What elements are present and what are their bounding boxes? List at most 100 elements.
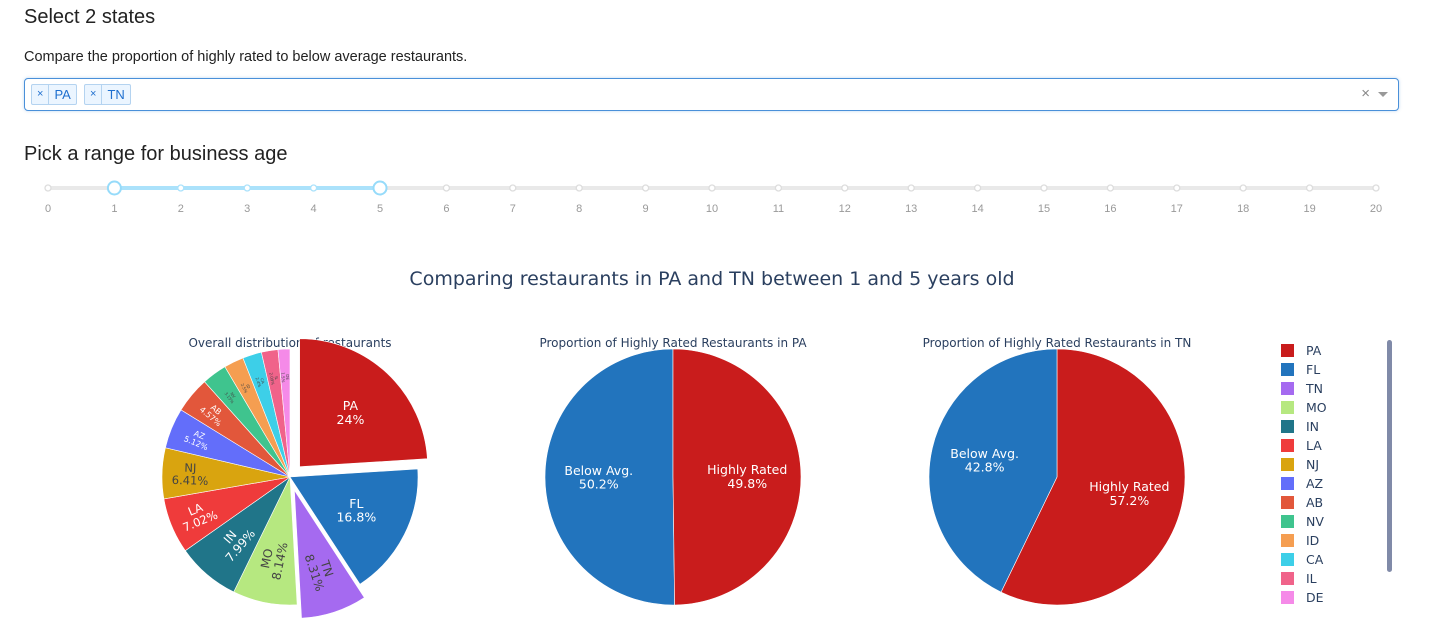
legend-swatch xyxy=(1281,591,1294,604)
pie-slice-label: Below Avg. 42.8% xyxy=(950,446,1019,475)
slider-tick-dot xyxy=(1372,184,1380,192)
legend-item-fl[interactable]: FL xyxy=(1281,362,1320,377)
legend-swatch xyxy=(1281,439,1294,452)
pie-slice-label: ID2.5% xyxy=(240,381,253,394)
remove-tn-icon[interactable]: × xyxy=(85,85,103,104)
legend-item-ca[interactable]: CA xyxy=(1281,552,1324,567)
legend-item-in[interactable]: IN xyxy=(1281,419,1319,434)
legend-item-id[interactable]: ID xyxy=(1281,533,1319,548)
legend-swatch xyxy=(1281,344,1294,357)
legend-swatch xyxy=(1281,553,1294,566)
legend-label: NV xyxy=(1306,514,1324,529)
pie-tn: Proportion of Highly Rated Restaurants i… xyxy=(923,336,1191,606)
legend-swatch xyxy=(1281,534,1294,547)
pie-slice-label: Highly Rated 49.8% xyxy=(707,462,787,491)
slider-handle[interactable] xyxy=(372,180,388,196)
legend-label: TN xyxy=(1305,381,1323,396)
legend-item-nj[interactable]: NJ xyxy=(1281,457,1319,472)
legend-label: CA xyxy=(1306,552,1324,567)
legend-item-mo[interactable]: MO xyxy=(1281,400,1327,415)
legend-label: PA xyxy=(1306,343,1322,358)
slider-tick-label: 6 xyxy=(443,203,449,215)
slider-tick-label: 13 xyxy=(905,203,917,215)
slider-tick-label: 15 xyxy=(1038,203,1050,215)
pie-slice-pa[interactable] xyxy=(299,338,428,468)
pie-slice-below-avg-[interactable] xyxy=(928,348,1058,593)
pie-slice-label: Below Avg. 50.2% xyxy=(564,463,633,492)
legend-scrollbar[interactable] xyxy=(1387,340,1392,572)
pie-slice-label: NV3.15% xyxy=(224,389,239,405)
page-description: Compare the proportion of highly rated t… xyxy=(24,49,468,65)
legend-label: FL xyxy=(1306,362,1320,377)
slider-tick-label: 5 xyxy=(377,203,383,215)
slider-tick-dot xyxy=(708,184,716,192)
slider-tick-label: 10 xyxy=(706,203,718,215)
legend-label: MO xyxy=(1306,400,1327,415)
legend-label: LA xyxy=(1306,438,1322,453)
slider-tick-dot xyxy=(1106,184,1115,192)
slider-tick-dot xyxy=(44,184,52,192)
pie-slice-label: Highly Rated 57.2% xyxy=(1089,479,1169,508)
pie-slice-de[interactable] xyxy=(277,348,291,478)
chip-pa: × PA xyxy=(31,84,77,105)
slider-tick-dot xyxy=(774,184,783,192)
legend-label: IN xyxy=(1306,419,1319,434)
slider-tick-label: 20 xyxy=(1370,203,1382,215)
slider-tick-dot xyxy=(1305,184,1314,192)
legend-swatch xyxy=(1281,363,1294,376)
legend-item-ab[interactable]: AB xyxy=(1281,495,1323,510)
slider-tick-label: 16 xyxy=(1104,203,1116,215)
slider-tick-label: 17 xyxy=(1171,203,1183,215)
slider-tick-dot xyxy=(641,184,650,192)
slider-handle[interactable] xyxy=(106,180,122,196)
slider-tick-dot xyxy=(1173,184,1181,192)
legend-item-il[interactable]: IL xyxy=(1281,571,1317,586)
legend-label: DE xyxy=(1306,590,1324,605)
slider-tick-label: 3 xyxy=(244,203,250,215)
slider-tick-dot xyxy=(509,184,517,192)
slider-tick-dot xyxy=(1239,184,1247,192)
pie-slice-fl[interactable] xyxy=(289,468,419,585)
pie-slice-label: NJ6.41% xyxy=(172,460,209,488)
slider-tick-label: 9 xyxy=(643,203,649,215)
clear-all-icon[interactable]: × xyxy=(1361,85,1370,102)
chip-label: TN xyxy=(107,87,125,102)
slider-tick-dot xyxy=(1040,184,1048,192)
legend-item-de[interactable]: DE xyxy=(1281,590,1324,605)
legend-label: AB xyxy=(1306,495,1323,510)
pie-overall: Overall distribution of restaurants PA 24%… xyxy=(161,336,428,619)
state-multiselect[interactable]: × PA × TN × xyxy=(24,78,1399,111)
legend-swatch xyxy=(1281,382,1294,395)
pie-title: Proportion of Highly Rated Restaurants i… xyxy=(539,336,807,350)
legend-item-nv[interactable]: NV xyxy=(1281,514,1324,529)
legend-item-pa[interactable]: PA xyxy=(1281,343,1322,358)
legend-swatch xyxy=(1281,572,1294,585)
pie-slice-below-avg-[interactable] xyxy=(544,348,675,606)
pie-slice-label: CA2.4% xyxy=(255,375,267,388)
legend-item-az[interactable]: AZ xyxy=(1281,476,1323,491)
pie-slice-label: IL2.09% xyxy=(269,371,280,385)
pie-slice-highly-rated[interactable] xyxy=(1000,348,1186,606)
slider-tick-label: 11 xyxy=(773,203,784,215)
pie-pa: Proportion of Highly Rated Restaurants i… xyxy=(539,336,807,606)
legend-swatch xyxy=(1281,401,1294,414)
legend-swatch xyxy=(1281,496,1294,509)
pie-slice-highly-rated[interactable] xyxy=(672,348,802,606)
legend-item-la[interactable]: LA xyxy=(1281,438,1322,453)
slider-tick-label: 8 xyxy=(576,203,582,215)
legend-label: IL xyxy=(1306,571,1317,586)
range-title: Pick a range for business age xyxy=(24,143,288,165)
pie-slice-label: PA 24% xyxy=(337,398,365,427)
remove-pa-icon[interactable]: × xyxy=(32,85,50,104)
pie-slice-tn[interactable] xyxy=(294,489,365,619)
age-range-slider[interactable]: 0 1 2 3 4 5 6 7 8 9 10 11 12 13 14 15 16 17 18 19 20 xyxy=(0,175,1433,225)
legend-swatch xyxy=(1281,477,1294,490)
slider-tick-label: 19 xyxy=(1303,203,1315,215)
pie-charts-figure: Comparing restaurants in PA and TN betwe… xyxy=(161,268,1392,619)
slider-tick-label: 4 xyxy=(311,203,317,215)
legend-item-tn[interactable]: TN xyxy=(1281,381,1323,396)
chip-label: PA xyxy=(54,87,71,102)
figure-title: Comparing restaurants in PA and TN betwe… xyxy=(409,268,1014,290)
legend: PA FL TN MO IN LA NJ AZ AB NV ID CA IL DE xyxy=(1281,343,1327,605)
chevron-down-icon[interactable] xyxy=(1378,92,1388,97)
